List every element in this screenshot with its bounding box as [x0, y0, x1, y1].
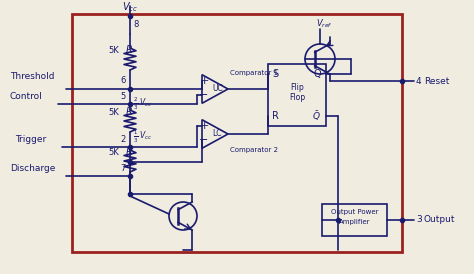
Bar	[72, 14, 402, 252]
Text: Comparator 2: Comparator 2	[230, 147, 278, 153]
Text: $\frac{1}{3}$ $V_{cc}$: $\frac{1}{3}$ $V_{cc}$	[133, 129, 153, 145]
Text: Comparator 1: Comparator 1	[230, 70, 278, 76]
Text: LC: LC	[212, 129, 221, 138]
Bar	[268, 64, 326, 126]
Text: 5K: 5K	[108, 148, 119, 157]
Text: Output: Output	[424, 215, 456, 224]
Text: −: −	[199, 90, 209, 100]
Text: Threshold: Threshold	[10, 72, 55, 81]
Text: $\frac{2}{3}$ $V_{cc}$: $\frac{2}{3}$ $V_{cc}$	[133, 96, 153, 112]
Text: 5K: 5K	[108, 108, 119, 117]
Text: 6: 6	[120, 76, 126, 85]
Text: R: R	[126, 45, 133, 55]
Text: 8: 8	[133, 20, 138, 29]
Text: R: R	[272, 111, 279, 121]
Text: R: R	[126, 147, 133, 157]
Text: R: R	[126, 107, 133, 117]
Text: UC: UC	[212, 84, 223, 93]
Text: Flop: Flop	[289, 93, 305, 102]
Text: 7: 7	[120, 164, 126, 173]
Text: Control: Control	[10, 92, 43, 101]
Text: Flip: Flip	[290, 83, 304, 92]
Text: 4: 4	[416, 76, 422, 85]
Text: +: +	[199, 76, 209, 86]
Text: S: S	[272, 69, 278, 79]
Text: Amplifier: Amplifier	[339, 219, 370, 225]
Text: 5: 5	[121, 92, 126, 101]
Text: $V_{cc}$: $V_{cc}$	[122, 0, 138, 14]
Text: Q: Q	[314, 69, 322, 79]
Text: $\bar{Q}$: $\bar{Q}$	[312, 109, 321, 123]
Text: Discharge: Discharge	[10, 164, 55, 173]
Bar	[322, 204, 387, 236]
Text: Reset: Reset	[424, 76, 449, 85]
Text: Output Power: Output Power	[331, 209, 378, 215]
Text: 2: 2	[121, 135, 126, 144]
Text: Trigger: Trigger	[15, 135, 46, 144]
Text: −: −	[199, 135, 209, 145]
Text: 3: 3	[416, 215, 422, 224]
Text: +: +	[199, 121, 209, 131]
Text: 5K: 5K	[108, 46, 119, 55]
Text: $V_{ref}$: $V_{ref}$	[316, 18, 333, 30]
